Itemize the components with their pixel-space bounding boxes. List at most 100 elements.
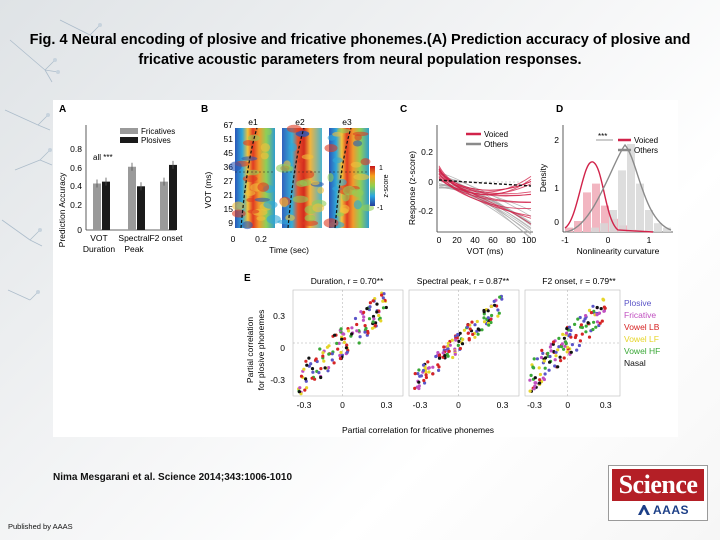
c-legend-voiced: Voiced	[484, 130, 508, 139]
e-point	[377, 313, 381, 318]
panel-d-histogram	[564, 143, 672, 233]
e-point	[299, 374, 304, 378]
e-legend-vowel-lb: Vowel LB	[624, 322, 660, 332]
a-legend-plosives: Plosives	[141, 136, 171, 145]
c-legend-others: Others	[484, 140, 508, 149]
panel-d-ylabel: Density	[538, 163, 548, 192]
e-point	[482, 320, 487, 324]
heatmap-e2	[282, 128, 322, 228]
e-ylabel-line1: Partial correlation	[245, 317, 255, 383]
e-point	[557, 345, 561, 349]
d-hist-others-bar	[654, 223, 662, 232]
e-point	[480, 328, 484, 332]
panel-d-letter: D	[556, 104, 563, 115]
d-density-others	[564, 143, 672, 233]
heatmap-blob	[254, 197, 270, 202]
e-point	[375, 302, 379, 306]
heatmap-blob	[292, 195, 309, 203]
panel-b: B VOT (ms) 67 51 45 36 27 21 15 9 e1 e2 …	[201, 104, 390, 255]
e-point	[490, 313, 494, 318]
e-point	[431, 365, 435, 369]
e-point	[471, 332, 475, 336]
e-point	[337, 341, 341, 345]
e-subtitle-spectral: Spectral peak, r = 0.87**	[417, 276, 510, 286]
e-point	[548, 354, 552, 359]
d-hist-voiced-bar	[565, 227, 573, 232]
heatmap-blob	[275, 163, 292, 173]
e-point	[310, 367, 315, 371]
e-point	[532, 357, 536, 361]
e-point	[591, 304, 595, 308]
e-point	[591, 327, 595, 332]
e-point	[565, 350, 569, 354]
e-point	[363, 324, 367, 328]
e-point	[315, 359, 319, 364]
aaas-mark-icon	[638, 505, 650, 515]
b-ytick-6: 15	[224, 204, 234, 214]
e-point	[303, 388, 307, 392]
c-xtick-3: 60	[488, 235, 498, 245]
e-point	[539, 355, 544, 360]
e-point	[586, 321, 590, 325]
d-hist-others-bar	[636, 183, 644, 232]
e-point	[575, 348, 579, 352]
e-point	[417, 380, 421, 384]
e-point	[570, 343, 575, 347]
e-point	[446, 354, 450, 358]
bar-fricatives-1	[128, 166, 136, 230]
e-point	[456, 332, 460, 337]
e-point	[562, 356, 566, 360]
e-point	[345, 343, 349, 347]
e-point	[573, 322, 577, 326]
e-point	[421, 363, 426, 367]
heatmap-blob	[350, 161, 362, 168]
a-ytick-3: 0.6	[70, 163, 82, 173]
heatmap-blob	[360, 158, 371, 166]
a-xcat-0: VOT	[90, 233, 107, 243]
science-logo: Science AAAS	[608, 465, 708, 521]
e-point	[556, 348, 560, 352]
e-point	[413, 386, 417, 390]
decorative-seeds	[1, 19, 103, 301]
e-point	[431, 372, 435, 376]
e-point	[375, 310, 379, 314]
e-point	[302, 367, 306, 371]
e-point	[595, 313, 599, 317]
e-xtick: 0	[456, 400, 461, 410]
e-point	[379, 319, 383, 323]
e-point	[573, 335, 578, 340]
e-point	[321, 354, 325, 358]
e-point	[330, 352, 334, 356]
heatmap-blob	[285, 214, 295, 222]
e-point	[486, 316, 490, 320]
e-point	[543, 372, 547, 376]
e-ytick-2: -0.3	[270, 375, 285, 385]
bar-fricatives-2	[160, 181, 168, 230]
e-point	[370, 326, 375, 330]
science-logo-word: Science	[612, 469, 704, 501]
e-point	[374, 321, 378, 325]
heatmap-blob	[352, 140, 363, 147]
e-xtick: -0.3	[413, 400, 428, 410]
a-ytick-2: 0.4	[70, 181, 82, 191]
c-curve-voiced	[438, 177, 532, 203]
e-point	[325, 345, 329, 349]
e-point	[476, 327, 480, 331]
heatmap-blob	[243, 190, 256, 196]
panel-b-letter: B	[201, 104, 208, 115]
e-point	[567, 325, 572, 329]
heatmap-blob	[288, 143, 298, 152]
panel-b-ylabel: VOT (ms)	[203, 172, 213, 209]
e-legend-plosive: Plosive	[624, 298, 652, 308]
e-legend-vowel-hf: Vowel HF	[624, 346, 660, 356]
heatmap-blob	[353, 173, 370, 181]
e-point	[447, 349, 451, 353]
e-point	[597, 323, 601, 328]
e-point	[371, 320, 375, 324]
e-point	[424, 370, 428, 374]
heatmap-blob	[247, 169, 260, 176]
e-point	[307, 356, 311, 360]
e-point	[361, 318, 365, 322]
e-point	[497, 311, 501, 315]
b-xlabel: Time (sec)	[269, 245, 309, 255]
